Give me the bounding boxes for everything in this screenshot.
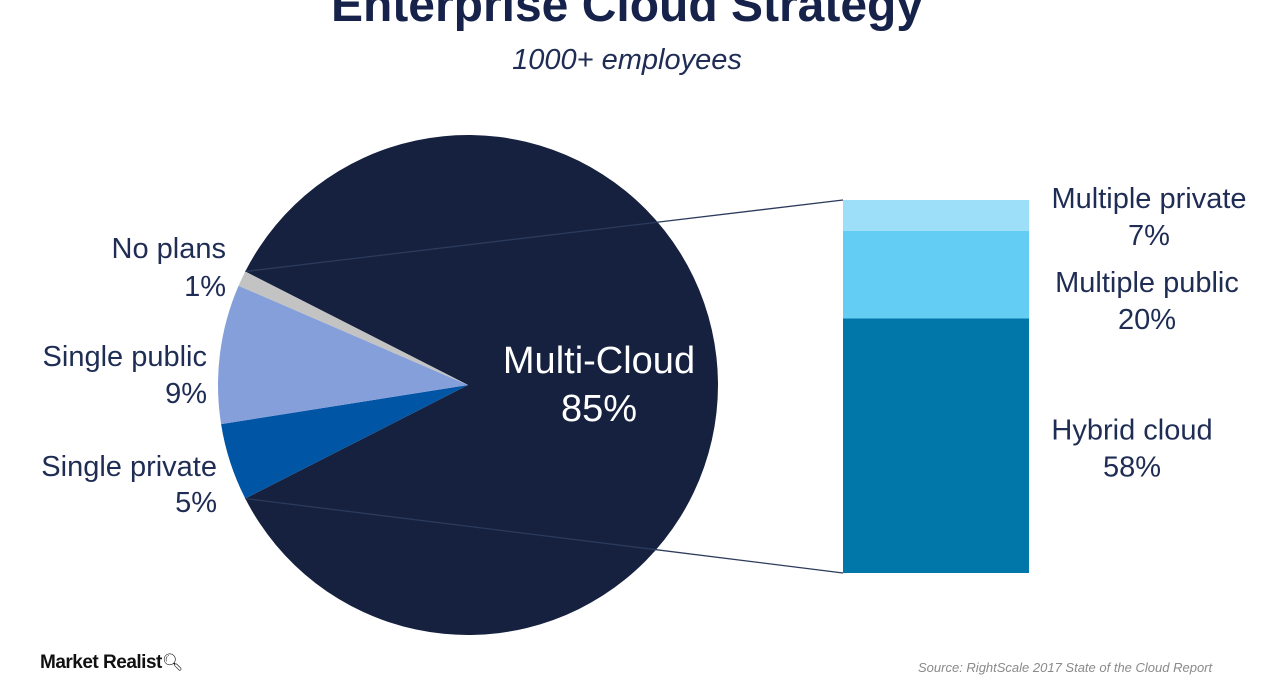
slice-label-multi-cloud: Multi-Cloud	[503, 340, 695, 382]
slice-value-single-public: 9%	[165, 378, 207, 410]
bar-segment-hybrid-cloud	[843, 318, 1029, 573]
pie-slice-multi-cloud	[245, 135, 719, 636]
bar-segment-multiple-private	[843, 200, 1029, 231]
chart-title: Enterprise Cloud Strategy	[330, 0, 924, 32]
slice-label-single-public: Single public	[43, 341, 207, 373]
slice-value-single-private: 5%	[175, 487, 217, 519]
pie-slice-no-plans	[238, 271, 468, 385]
segment-value-hybrid-cloud: 58%	[1103, 452, 1161, 484]
pie-slice-single-private	[221, 385, 468, 499]
source-note: Source: RightScale 2017 State of the Clo…	[918, 660, 1213, 675]
pie-slice-single-public	[218, 285, 468, 425]
slice-label-no-plans: No plans	[112, 233, 226, 265]
segment-value-multiple-public: 20%	[1118, 304, 1176, 336]
logo-text: Market Realist	[40, 652, 162, 673]
market-realist-logo: Market Realist🔍︎	[40, 652, 183, 674]
slice-value-multi-cloud: 85%	[561, 388, 637, 430]
connector-line-top	[245, 199, 844, 273]
segment-value-multiple-private: 7%	[1128, 220, 1170, 252]
magnifier-icon: 🔍︎	[161, 653, 184, 672]
segment-label-multiple-public: Multiple public	[1055, 267, 1239, 299]
segment-label-hybrid-cloud: Hybrid cloud	[1051, 415, 1212, 447]
connector-line-bottom	[245, 497, 844, 574]
slice-label-single-private: Single private	[41, 451, 217, 483]
bar-segment-multiple-public	[843, 230, 1029, 319]
chart-subtitle: 1000+ employees	[512, 44, 742, 76]
segment-label-multiple-private: Multiple private	[1051, 183, 1246, 215]
slice-value-no-plans: 1%	[184, 271, 226, 303]
